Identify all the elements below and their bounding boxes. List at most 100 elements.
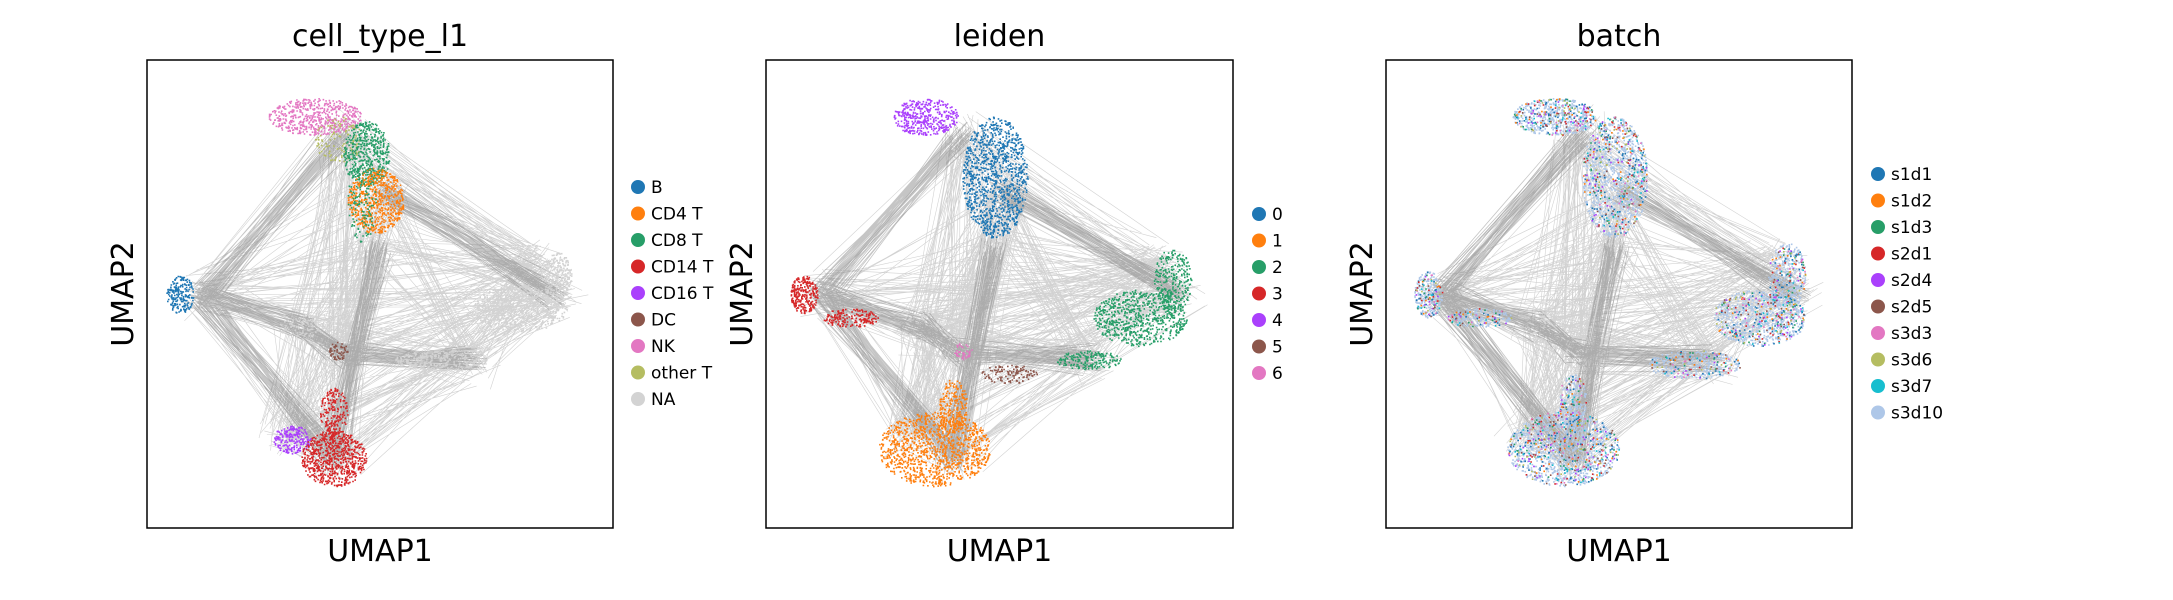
point-cluster <box>1420 280 1440 315</box>
point-cluster <box>893 98 959 136</box>
point-cluster <box>268 98 362 136</box>
legend-marker <box>631 365 645 380</box>
point-cluster <box>1455 311 1490 324</box>
scatter-points <box>1414 98 1807 488</box>
legend-label: 6 <box>1272 364 1283 384</box>
legend-label: s2d5 <box>1891 298 1932 318</box>
legend-marker <box>631 312 645 327</box>
x-axis-label: UMAP1 <box>327 534 433 569</box>
scatter-points <box>166 98 573 488</box>
point-cluster <box>395 350 488 371</box>
legend-item: 6 <box>1252 364 1283 384</box>
legend-item: B <box>631 178 663 198</box>
y-axis-label: UMAP2 <box>725 241 760 347</box>
legend-marker <box>631 339 645 353</box>
legend-label: B <box>651 178 663 198</box>
legend-item: 3 <box>1252 285 1283 305</box>
legend-label: CD8 T <box>651 231 703 251</box>
point-cluster <box>328 341 349 361</box>
point-cluster <box>823 308 879 328</box>
legend-label: other T <box>651 364 713 384</box>
point-cluster <box>1453 312 1501 326</box>
legend-marker <box>1252 286 1266 301</box>
legend-item: 5 <box>1252 338 1283 358</box>
legend-label: 3 <box>1272 285 1283 305</box>
legend-label: CD16 T <box>651 284 714 304</box>
point-cluster <box>1715 291 1804 338</box>
point-cluster <box>1415 271 1438 317</box>
point-cluster <box>1514 411 1620 484</box>
legend-item: CD4 T <box>631 205 703 225</box>
legend-label: s1d1 <box>1891 165 1932 185</box>
legend-label: 0 <box>1272 205 1283 225</box>
point-cluster <box>1651 353 1739 376</box>
point-cluster <box>962 116 1030 239</box>
legend-item: s2d1 <box>1871 245 1932 265</box>
axes-frame <box>146 59 614 529</box>
point-cluster <box>1649 350 1740 379</box>
point-cluster <box>1769 248 1803 301</box>
legend-label: s1d2 <box>1891 192 1932 212</box>
point-cluster <box>954 343 973 361</box>
point-cluster <box>166 275 195 314</box>
legend-item: other T <box>631 364 713 384</box>
point-cluster <box>347 167 405 234</box>
legend-label: s1d3 <box>1891 218 1932 238</box>
legend-label: s3d10 <box>1891 404 1943 424</box>
legend-marker <box>1871 246 1885 261</box>
point-cluster <box>1455 310 1504 327</box>
legend-item: 4 <box>1252 311 1283 331</box>
point-cluster <box>301 430 368 488</box>
point-cluster <box>1507 412 1616 485</box>
scatter-area <box>166 98 589 488</box>
legend-marker <box>631 180 645 194</box>
graph-edges <box>180 105 589 482</box>
legend-marker <box>631 286 645 300</box>
scatter-points <box>790 98 1193 488</box>
legend-marker <box>631 259 645 274</box>
legend-label: s2d4 <box>1891 271 1932 291</box>
legend-label: s3d6 <box>1891 351 1932 371</box>
legend-label: 4 <box>1272 311 1283 331</box>
panel-2: leiden UMAP1 UMAP2 0 1 2 3 4 5 6 <box>725 19 1283 569</box>
legend-item: CD16 T <box>631 284 714 304</box>
point-cluster <box>790 275 819 315</box>
graph-edges <box>800 111 1208 483</box>
legend-marker <box>1871 379 1885 393</box>
y-axis-label: UMAP2 <box>106 241 141 347</box>
legend-item: 2 <box>1252 258 1283 278</box>
panel-1: cell_type_l1 UMAP1 UMAP2 B CD4 T CD8 T CD14 T C… <box>106 19 714 569</box>
point-cluster <box>1512 98 1596 136</box>
legend-item: 1 <box>1252 232 1283 252</box>
scatter-area <box>1414 98 1824 488</box>
panel-title: leiden <box>954 19 1046 54</box>
point-cluster <box>939 379 968 434</box>
legend-label: 2 <box>1272 258 1283 278</box>
point-cluster <box>1515 98 1595 134</box>
y-axis-label: UMAP2 <box>1345 241 1380 347</box>
x-axis-label: UMAP1 <box>947 534 1053 569</box>
legend-marker <box>1871 299 1885 314</box>
legend-marker <box>1871 405 1885 420</box>
legend-label: s3d3 <box>1891 324 1932 344</box>
point-cluster <box>1565 380 1582 426</box>
panel-title: batch <box>1577 19 1662 54</box>
legend-marker <box>631 206 645 221</box>
legend-marker <box>1252 313 1266 327</box>
point-cluster <box>1507 411 1621 488</box>
legend-marker <box>1871 352 1885 367</box>
legend-item: CD8 T <box>631 231 703 251</box>
point-cluster <box>1093 289 1188 348</box>
legend-item: s3d10 <box>1871 404 1943 424</box>
panel-title: cell_type_l1 <box>292 19 468 54</box>
legend-label: 5 <box>1272 338 1283 358</box>
legend-label: 1 <box>1272 232 1283 252</box>
legend-marker <box>1871 193 1885 208</box>
legend-marker <box>1871 273 1885 287</box>
legend-item: 0 <box>1252 205 1283 225</box>
axes-frame <box>1385 59 1853 529</box>
legend-label: CD14 T <box>651 258 714 278</box>
x-axis-label: UMAP1 <box>1566 534 1672 569</box>
point-cluster <box>1564 377 1580 406</box>
